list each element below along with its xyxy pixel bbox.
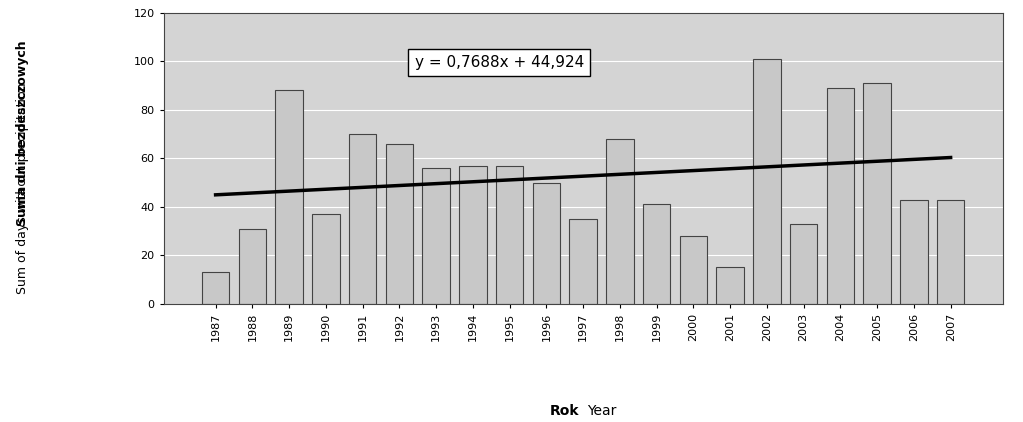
Bar (716, 268, 744, 304)
Bar (275, 90, 303, 304)
Bar (496, 165, 524, 304)
Bar (533, 182, 561, 304)
Bar (238, 229, 266, 304)
Bar (422, 168, 450, 304)
Bar (386, 143, 413, 304)
Bar (570, 219, 596, 304)
Bar (312, 214, 340, 304)
Text: Rok: Rok (550, 404, 579, 418)
Bar (459, 165, 487, 304)
Text: Sum of days without precipitation: Sum of days without precipitation (16, 82, 29, 294)
Bar (753, 59, 781, 304)
Bar (937, 200, 965, 304)
Text: y = 0,7688x + 44,924: y = 0,7688x + 44,924 (414, 55, 584, 70)
Bar (679, 236, 707, 304)
Text: Year: Year (587, 404, 616, 418)
Bar (606, 139, 633, 304)
Bar (790, 224, 817, 304)
Bar (202, 272, 229, 304)
Bar (642, 204, 670, 304)
Bar (349, 134, 376, 304)
Bar (900, 200, 928, 304)
Bar (827, 88, 854, 304)
Bar (863, 83, 891, 304)
Text: Suma dni bezdeszczowych: Suma dni bezdeszczowych (16, 40, 29, 226)
